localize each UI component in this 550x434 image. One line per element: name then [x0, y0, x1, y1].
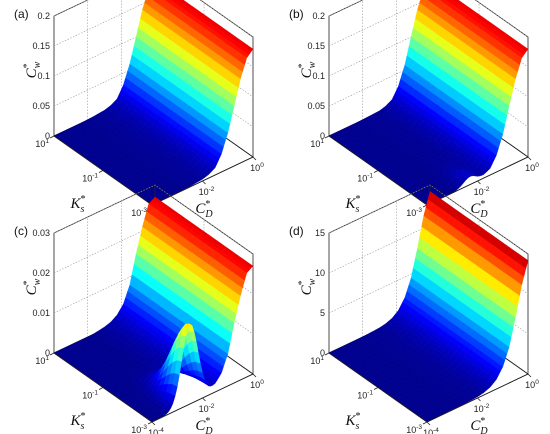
cd-tick-label: 10-2 [474, 403, 490, 414]
cd-tick [527, 156, 532, 161]
z-tick-label: 0.05 [307, 101, 325, 111]
ks-tick [422, 421, 428, 425]
z-tick-label: 0 [320, 348, 325, 358]
z-tick-label: 10 [315, 268, 325, 278]
z-gridline [53, 184, 254, 255]
ks-tick-label: 10-1 [357, 390, 373, 401]
cd-tick-label: 10-2 [199, 186, 215, 197]
panel-label: (d) [289, 224, 304, 238]
ks-tick-label: 101 [35, 138, 49, 149]
cd-tick-label: 10-4 [423, 427, 439, 434]
cd-tick [527, 373, 532, 378]
cd-tick-label: 100 [525, 379, 539, 390]
ks-tick-label: 10-3 [406, 424, 422, 434]
cd-tick-label: 100 [250, 162, 264, 173]
z-axis-label: C*w [297, 278, 318, 295]
cd-tick-label: 10-2 [199, 403, 215, 414]
cd-tick [252, 156, 257, 161]
z-tick-label: 0.1 [312, 71, 325, 81]
panel-a: 00.050.10.150.210110-110-310-410-2100C*w… [14, 0, 264, 221]
cd-axis-label: C* D [195, 416, 213, 434]
panel-label: (b) [289, 7, 304, 21]
cd-tick-label: 10-2 [474, 186, 490, 197]
ks-tick-label: 101 [310, 355, 324, 366]
surface [53, 0, 254, 206]
ks-tick [98, 387, 104, 390]
z-tick-label: 0 [45, 131, 50, 141]
ks-tick-label: 10-3 [406, 207, 422, 218]
z-tick-label: 0.15 [32, 41, 50, 51]
ks-tick-label: 10-1 [82, 173, 98, 184]
z-tick-label: 0.1 [37, 71, 50, 81]
z-axis-label: C*w [297, 61, 318, 78]
cd-tick [202, 397, 206, 402]
ks-tick-label: 101 [310, 138, 324, 149]
cd-tick [477, 397, 481, 402]
z-tick-label: 0.03 [32, 228, 50, 238]
cd-tick [151, 421, 156, 426]
panel-c: 00.010.020.0310110-110-310-410-2100C*wK*… [14, 184, 264, 434]
ks-axis-label: K* s [344, 194, 360, 215]
ks-axis-label: K* s [69, 411, 85, 432]
ks-tick [98, 170, 104, 173]
z-axis-label: C*w [22, 61, 43, 78]
z-tick-label: 0.05 [32, 101, 50, 111]
z-gridline [328, 184, 529, 255]
z-axis-label: C*w [22, 278, 43, 295]
ks-tick-label: 10-1 [357, 173, 373, 184]
ks-tick-label: 101 [35, 355, 49, 366]
ks-tick [324, 352, 330, 356]
panel-b: 00.050.10.150.210110-110-310-410-2100C*w… [289, 0, 539, 221]
cd-tick-label: 10-4 [148, 427, 164, 434]
surface [328, 191, 529, 423]
z-tick-label: 0.01 [32, 308, 50, 318]
ks-tick [373, 170, 379, 173]
cd-tick [202, 180, 206, 185]
cd-axis-label: C* D [195, 199, 213, 220]
ks-tick [49, 352, 55, 356]
cd-tick-label: 100 [525, 162, 539, 173]
z-tick-label: 0.2 [37, 11, 50, 21]
surface [328, 0, 529, 206]
panel-label: (c) [14, 224, 28, 238]
ks-tick-label: 10-3 [131, 424, 147, 434]
cd-axis-label: C* D [470, 416, 488, 434]
z-tick-label: 5 [320, 308, 325, 318]
z-tick-label: 0.2 [312, 11, 325, 21]
cd-tick-label: 100 [250, 379, 264, 390]
z-tick-label: 0.15 [307, 41, 325, 51]
ks-tick [49, 135, 55, 139]
z-tick-label: 0.02 [32, 268, 50, 278]
ks-tick [147, 421, 153, 425]
cd-tick [252, 373, 257, 378]
cd-axis-label: C* D [470, 199, 488, 220]
ks-tick [324, 135, 330, 139]
ks-axis-label: K* s [344, 411, 360, 432]
z-tick-label: 0 [45, 348, 50, 358]
ks-tick-label: 10-3 [131, 207, 147, 218]
ks-tick-label: 10-1 [82, 390, 98, 401]
cd-tick [426, 421, 431, 426]
ks-axis-label: K* s [69, 194, 85, 215]
z-tick-label: 0 [320, 131, 325, 141]
panel-label: (a) [14, 7, 29, 21]
surface [53, 196, 254, 423]
cd-tick [477, 180, 481, 185]
z-tick-label: 15 [315, 228, 325, 238]
ks-tick [373, 387, 379, 390]
